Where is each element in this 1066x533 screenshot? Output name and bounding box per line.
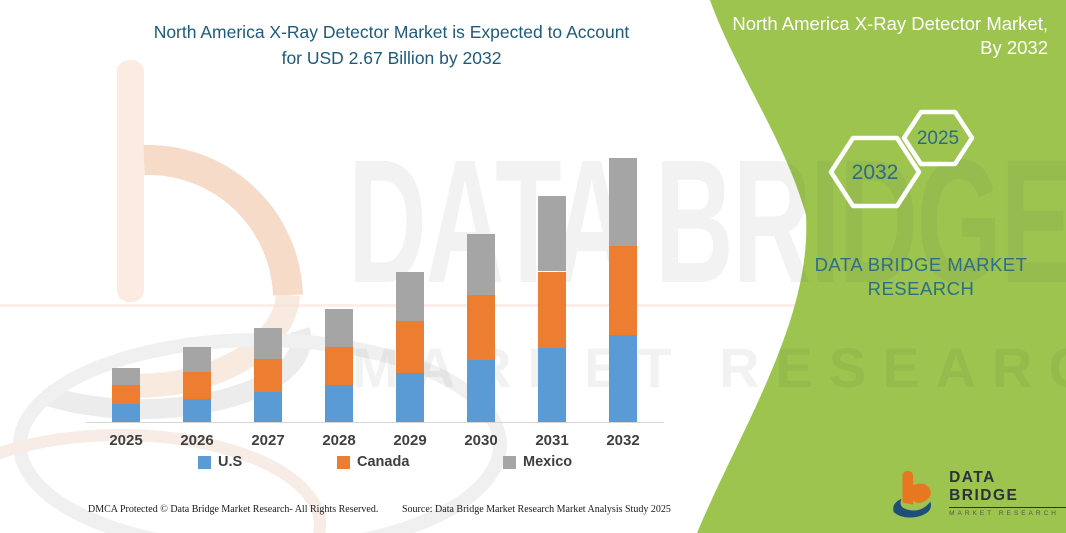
legend-label: Canada	[357, 454, 410, 470]
bar-segment-mexico-2028	[325, 309, 353, 347]
bar-segment-canada-2029	[396, 321, 424, 373]
bar-segment-canada-2028	[325, 346, 353, 386]
brand-block-line2: RESEARCH	[867, 278, 975, 299]
bar-segment-us-2028	[325, 385, 353, 422]
watermark-ellipse-2	[0, 429, 326, 533]
watermark-b-bowl	[143, 144, 303, 296]
bar-segment-us-2031	[538, 347, 566, 423]
watermark-swoosh	[41, 327, 312, 420]
legend-label: U.S	[218, 454, 243, 470]
x-axis-label-2027: 2027	[251, 432, 285, 449]
bar-segment-mexico-2025	[112, 367, 140, 386]
banner-headline: North America X-Ray Detector Market, By …	[732, 12, 1048, 60]
company-logo-subtitle: MARKET RESEARCH	[949, 510, 1059, 517]
x-axis-line	[86, 422, 664, 423]
green-shape-path	[697, 0, 1066, 533]
bar-segment-canada-2025	[112, 385, 140, 405]
x-axis-label-2026: 2026	[180, 432, 214, 449]
bar-segment-canada-2030	[467, 295, 495, 360]
legend-swatch-us	[198, 455, 211, 469]
brand-block-line1: DATA BRIDGE MARKET	[814, 254, 1028, 275]
bar-segment-mexico-2027	[254, 327, 282, 359]
banner-line2: By 2032	[980, 37, 1048, 58]
bar-segment-mexico-2031	[538, 196, 566, 272]
bar-segment-us-2025	[112, 404, 140, 422]
year-hexagon-badges: 2032 2025	[828, 109, 975, 209]
x-axis-label-2025: 2025	[109, 432, 143, 449]
watermark-b-stem	[117, 60, 144, 302]
footer-dmca-text: DMCA Protected © Data Bridge Market Rese…	[88, 504, 379, 515]
logo-b-orange	[902, 470, 931, 505]
legend-item-canada: Canada	[337, 454, 409, 470]
bar-segment-canada-2026	[183, 371, 211, 400]
x-axis-label-2030: 2030	[464, 432, 498, 449]
legend-label: Mexico	[523, 454, 573, 470]
bar-segment-canada-2032	[609, 245, 637, 335]
watermark-b-bowl-lower	[119, 293, 300, 398]
brand-block: DATA BRIDGE MARKET RESEARCH	[801, 253, 1041, 301]
company-logo-text: DATA BRIDGE MARKET RESEARCH	[949, 469, 1066, 517]
x-axis-label-2029: 2029	[393, 432, 427, 449]
hexagon-2025-label: 2025	[917, 128, 959, 149]
company-logo: DATA BRIDGE MARKET RESEARCH	[889, 467, 1066, 519]
hexagon-2025	[901, 109, 975, 167]
chart-title: North America X-Ray Detector Market is E…	[111, 19, 672, 71]
x-axis-label-2031: 2031	[535, 432, 569, 449]
bar-segment-us-2032	[609, 334, 637, 422]
chart-title-line2: for USD 2.67 Billion by 2032	[281, 48, 502, 68]
banner-line1: North America X-Ray Detector Market,	[732, 13, 1048, 34]
bar-segment-canada-2027	[254, 358, 282, 393]
chart-title-line1: North America X-Ray Detector Market is E…	[153, 22, 630, 42]
footer-source-text: Source: Data Bridge Market Research Mark…	[402, 504, 671, 515]
logo-swoosh-blue	[893, 498, 931, 518]
x-axis-label-2028: 2028	[322, 432, 356, 449]
legend-swatch-mexico	[503, 455, 516, 469]
bar-segment-mexico-2029	[396, 271, 424, 321]
hexagon-2032-label: 2032	[852, 161, 899, 184]
bar-segment-mexico-2030	[467, 233, 495, 296]
bar-segment-us-2026	[183, 399, 211, 422]
bar-segment-canada-2031	[538, 271, 566, 348]
company-logo-icon	[893, 470, 931, 518]
legend-swatch-canada	[337, 455, 350, 469]
legend-item-us: U.S	[198, 454, 242, 470]
bar-segment-us-2029	[396, 372, 424, 422]
bar-segment-us-2030	[467, 359, 495, 422]
bar-segment-mexico-2032	[609, 157, 637, 246]
hexagon-2032	[828, 135, 922, 209]
bar-segment-mexico-2026	[183, 346, 211, 372]
bar-segment-us-2027	[254, 392, 282, 422]
legend-item-mexico: Mexico	[503, 454, 572, 470]
watermark-line	[0, 304, 1066, 307]
x-axis-label-2032: 2032	[606, 432, 640, 449]
company-logo-name: DATA BRIDGE	[949, 469, 1066, 508]
